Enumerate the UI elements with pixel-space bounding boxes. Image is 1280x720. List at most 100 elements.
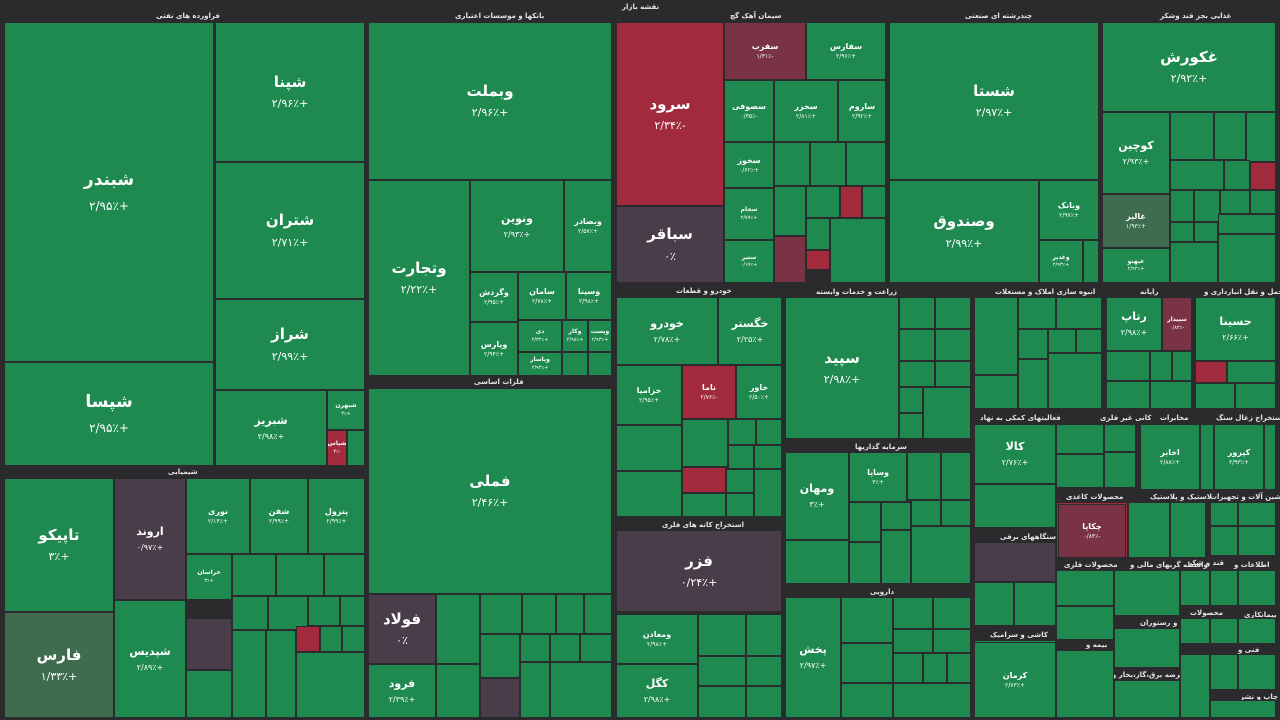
small-tile[interactable]: [1150, 351, 1172, 381]
stock-tile[interactable]: تاپیکو +۳٪: [4, 478, 114, 612]
small-tile[interactable]: [698, 656, 746, 686]
small-tile[interactable]: [1220, 190, 1250, 214]
small-tile[interactable]: [1218, 214, 1276, 234]
small-tile[interactable]: [1195, 361, 1227, 383]
small-tile[interactable]: [324, 554, 365, 596]
small-tile[interactable]: [841, 643, 893, 683]
small-tile[interactable]: [899, 387, 923, 413]
small-tile[interactable]: [320, 626, 342, 652]
small-tile[interactable]: [1104, 424, 1136, 452]
small-tile[interactable]: [862, 186, 886, 218]
small-tile[interactable]: [584, 594, 612, 634]
small-tile[interactable]: [941, 452, 971, 500]
stock-tile[interactable]: شبهرن +۳٪: [327, 390, 365, 430]
small-tile[interactable]: [907, 452, 941, 500]
stock-tile[interactable]: سفرب -۱/۳۱٪: [724, 22, 806, 80]
small-tile[interactable]: [1238, 618, 1276, 644]
stock-tile[interactable]: فولاد ۰٪: [368, 594, 436, 664]
stock-tile[interactable]: کپرور +۲/۹۳٪: [1214, 424, 1264, 490]
stock-tile[interactable]: وگردش +۲/۹۵٪: [470, 272, 518, 322]
small-tile[interactable]: [974, 484, 1056, 528]
stock-tile[interactable]: کوچین +۲/۹۳٪: [1102, 112, 1170, 194]
stock-tile[interactable]: اخابر +۲/۸۸٪: [1140, 424, 1200, 490]
small-tile[interactable]: [342, 626, 365, 652]
small-tile[interactable]: [899, 329, 935, 361]
small-tile[interactable]: [911, 526, 971, 584]
small-tile[interactable]: [881, 502, 911, 530]
small-tile[interactable]: [296, 626, 320, 652]
stock-tile[interactable]: سخوز +۰/۶۲٪: [724, 142, 774, 188]
stock-tile[interactable]: ونوین +۲/۹۳٪: [470, 180, 564, 272]
small-tile[interactable]: [1210, 700, 1276, 718]
small-tile[interactable]: [893, 653, 923, 683]
small-tile[interactable]: [1056, 424, 1104, 454]
small-tile[interactable]: [746, 686, 782, 718]
small-tile[interactable]: [1194, 190, 1220, 222]
small-tile[interactable]: [436, 664, 480, 718]
stock-tile[interactable]: وبانک +۲/۹۷٪: [1039, 180, 1099, 240]
small-tile[interactable]: [266, 630, 296, 718]
small-tile[interactable]: [1170, 190, 1194, 222]
small-tile[interactable]: [1180, 618, 1210, 644]
small-tile[interactable]: [810, 142, 846, 186]
small-tile[interactable]: [1172, 351, 1192, 381]
small-tile[interactable]: [774, 186, 806, 236]
stock-tile[interactable]: سخزر +۲/۸۱٪: [774, 80, 838, 142]
small-tile[interactable]: [480, 594, 522, 634]
small-tile[interactable]: [754, 445, 782, 469]
small-tile[interactable]: [746, 656, 782, 686]
small-tile[interactable]: [899, 361, 935, 387]
stock-tile[interactable]: وکار +۲/۹۸٪: [562, 320, 588, 352]
small-tile[interactable]: [1180, 570, 1210, 606]
small-tile[interactable]: [1048, 329, 1076, 353]
stock-tile[interactable]: شبندر +۲/۹۵٪: [4, 22, 214, 362]
small-tile[interactable]: [480, 678, 520, 718]
small-tile[interactable]: [550, 662, 612, 718]
small-tile[interactable]: [186, 670, 232, 718]
small-tile[interactable]: [340, 596, 365, 626]
small-tile[interactable]: [480, 634, 520, 678]
small-tile[interactable]: [1238, 526, 1276, 556]
stock-tile[interactable]: وغدیر +۲/۹۳٪: [1039, 240, 1083, 283]
small-tile[interactable]: [1250, 162, 1276, 190]
small-tile[interactable]: [754, 469, 782, 517]
small-tile[interactable]: [232, 630, 266, 718]
stock-tile[interactable]: ومهان +۳٪: [785, 452, 849, 540]
stock-tile[interactable]: سباقر ۰٪: [616, 206, 724, 283]
stock-tile[interactable]: سرود -۲/۳۴٪: [616, 22, 724, 206]
small-tile[interactable]: [1150, 381, 1192, 409]
small-tile[interactable]: [1194, 222, 1218, 242]
small-tile[interactable]: [840, 186, 862, 218]
stock-tile[interactable]: ناما -۲/۷۶٪: [682, 365, 736, 419]
stock-tile[interactable]: وپارس +۲/۹۴٪: [470, 322, 518, 376]
small-tile[interactable]: [1195, 383, 1235, 409]
small-tile[interactable]: [436, 594, 480, 664]
stock-tile[interactable]: شپسا +۲/۹۵٪: [4, 362, 214, 466]
small-tile[interactable]: [899, 413, 923, 439]
stock-tile[interactable]: شتران +۲/۷۱٪: [215, 162, 365, 299]
small-tile[interactable]: [806, 250, 830, 270]
small-tile[interactable]: [785, 540, 849, 584]
small-tile[interactable]: [296, 652, 365, 718]
small-tile[interactable]: [1056, 454, 1104, 488]
small-tile[interactable]: [935, 297, 971, 329]
small-tile[interactable]: [616, 471, 682, 517]
small-tile[interactable]: [881, 530, 911, 584]
small-tile[interactable]: [846, 142, 886, 186]
small-tile[interactable]: [520, 662, 550, 718]
stock-tile[interactable]: شپاس -۳٪: [327, 430, 347, 466]
small-tile[interactable]: [726, 493, 754, 517]
small-tile[interactable]: [1235, 383, 1276, 409]
stock-tile[interactable]: فارس +۱/۳۳٪: [4, 612, 114, 718]
small-tile[interactable]: [588, 352, 612, 376]
stock-tile[interactable]: دی +۲/۳۲٪: [518, 320, 562, 352]
stock-tile[interactable]: وساپا +۳٪: [849, 452, 907, 502]
stock-tile[interactable]: کالا +۲/۷۶٪: [974, 424, 1056, 484]
small-tile[interactable]: [923, 653, 947, 683]
small-tile[interactable]: [1128, 502, 1170, 558]
small-tile[interactable]: [1018, 297, 1056, 329]
small-tile[interactable]: [974, 375, 1018, 409]
small-tile[interactable]: [1076, 329, 1102, 353]
small-tile[interactable]: [899, 297, 935, 329]
small-tile[interactable]: [1104, 452, 1136, 488]
